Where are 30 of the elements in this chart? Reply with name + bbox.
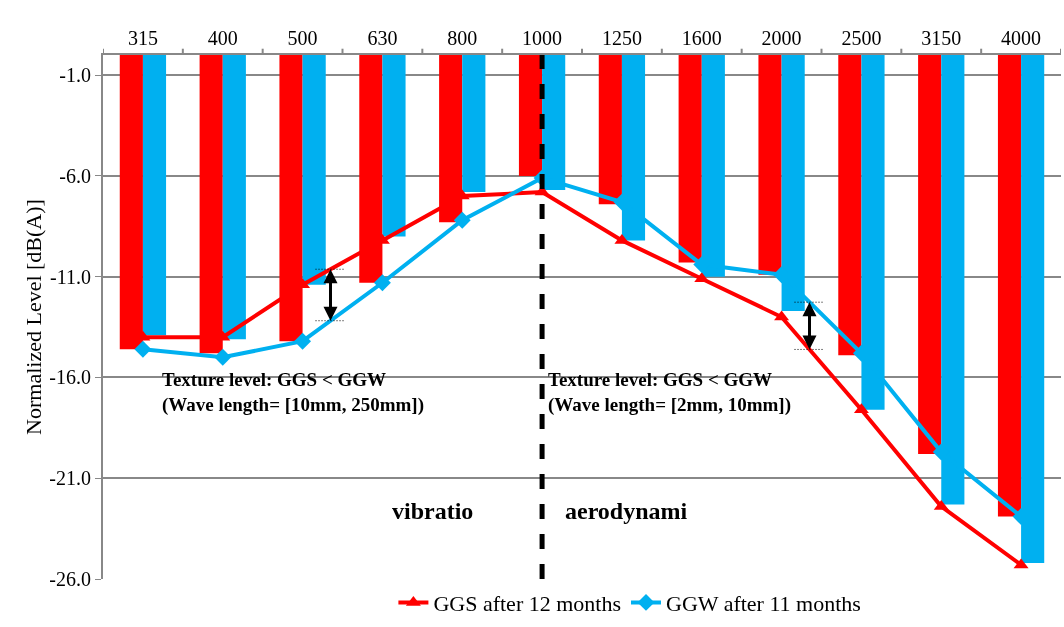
annotation: vibratio — [392, 498, 474, 524]
y-tick-label: -6.0 — [59, 164, 91, 187]
x-tick-label: 630 — [367, 27, 398, 49]
x-tick-label: 500 — [287, 27, 318, 49]
annotation: Texture level: GGS < GGW (Wave length= [10mm, 250mm]) — [162, 369, 425, 416]
x-tick-label: 800 — [447, 27, 478, 49]
x-tick-label: 4000 — [1001, 27, 1042, 49]
annotation: aerodynami — [565, 498, 688, 524]
legend-label: GGW after 11 months — [665, 591, 861, 616]
x-tick-label: 1250 — [601, 27, 642, 49]
y-tick-label: -26.0 — [49, 568, 91, 590]
x-tick-label: 2500 — [841, 27, 882, 49]
point — [453, 211, 471, 229]
x-tick-label: 2000 — [761, 27, 802, 49]
x-tick-label: 1000 — [522, 27, 563, 49]
y-tick-label: -21.0 — [49, 467, 91, 490]
point — [214, 348, 232, 366]
point — [373, 274, 391, 292]
annotation: Texture level: GGS < GGW (Wave length= [2mm, 10mm]) — [548, 369, 792, 416]
x-tick-label: 400 — [207, 27, 238, 49]
y-tick-label: -16.0 — [49, 366, 91, 389]
y-axis-title: Normalized Level [dB(A)] — [20, 199, 46, 435]
point — [134, 340, 152, 358]
y-tick-label: -1.0 — [59, 64, 91, 87]
x-tick-label: 315 — [127, 27, 158, 49]
x-tick-label: 3150 — [921, 27, 962, 49]
x-tick-label: 1600 — [681, 27, 722, 49]
y-tick-label: -11.0 — [50, 265, 91, 288]
point — [294, 332, 312, 350]
legend-label: GGS after 12 months — [433, 591, 621, 616]
